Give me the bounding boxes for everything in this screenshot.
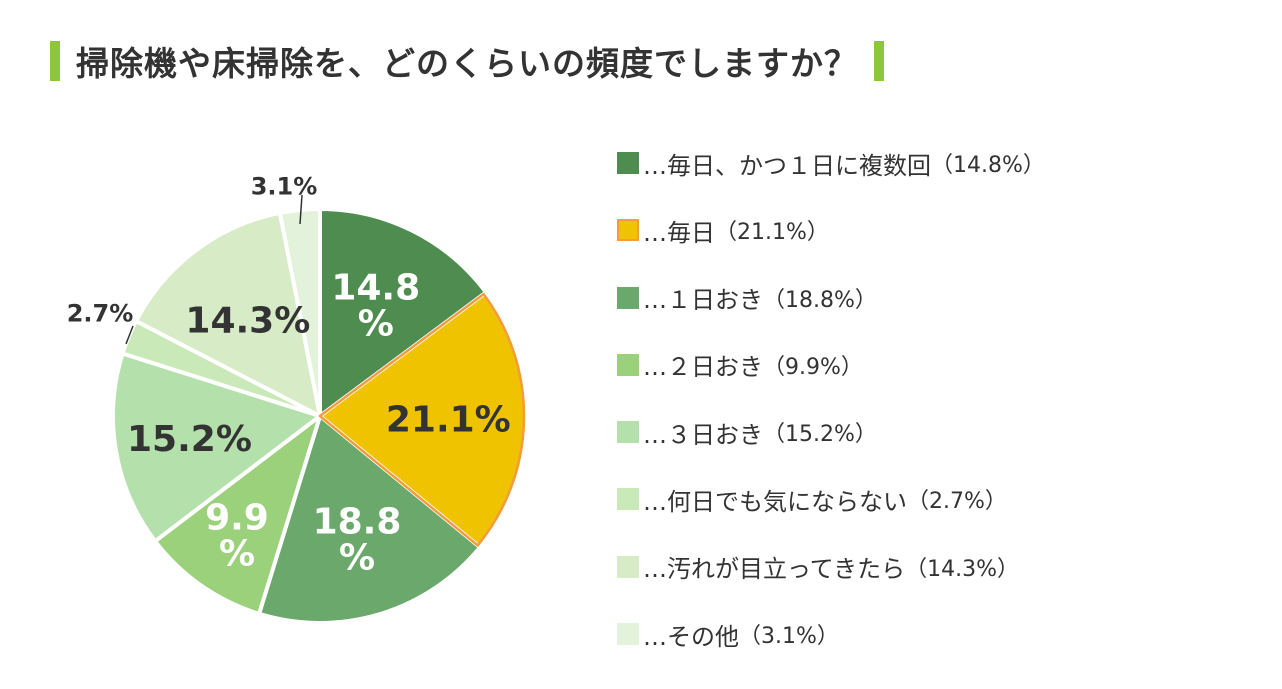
- pie-slice: [318, 207, 489, 418]
- legend-swatch: [617, 421, 639, 444]
- legend-percentage: （21.1%）: [715, 220, 829, 246]
- pie-slice: [318, 290, 529, 550]
- legend-percentage: （18.8%）: [763, 287, 877, 313]
- legend-item: …２日おき （9.9%）: [617, 345, 1257, 385]
- legend-item: …毎日、かつ１日に複数回 （14.8%）: [617, 143, 1257, 183]
- legend-item: …１日おき （18.8%）: [617, 278, 1257, 318]
- legend-percentage: （2.7%）: [907, 489, 1007, 515]
- legend-percentage: （15.2%）: [763, 422, 877, 448]
- legend-item: …何日でも気にならない （2.7%）: [617, 479, 1257, 519]
- legend-swatch: [617, 555, 639, 578]
- legend-swatch: [617, 152, 639, 174]
- legend-label: …３日おき: [643, 420, 763, 449]
- pie-slice: [277, 207, 322, 418]
- leader-line: [125, 325, 134, 345]
- slice-data-label: 14.3%: [185, 301, 310, 342]
- legend-swatch: [617, 219, 639, 242]
- slice-data-label: 3.1%: [251, 172, 318, 200]
- legend-swatch: [617, 488, 639, 511]
- pie-slice: [153, 414, 322, 616]
- legend-swatch: [617, 623, 639, 646]
- legend-percentage: （3.1%）: [739, 624, 839, 650]
- legend-swatch: [617, 286, 639, 309]
- legend-item: …汚れが目立ってきたら （14.3%）: [617, 547, 1257, 587]
- pie-slice: [134, 210, 322, 418]
- chart-title: 掃除機や床掃除を、どのくらいの頻度でしますか？: [76, 44, 858, 83]
- title-right-bar: [874, 41, 884, 81]
- slice-data-label: 2.7%: [67, 299, 134, 327]
- legend-label: …毎日: [643, 218, 715, 247]
- legend-label: …何日でも気にならない: [643, 487, 907, 516]
- legend-label: …汚れが目立ってきたら: [643, 555, 906, 584]
- slice-data-label: 9.9%: [205, 497, 269, 574]
- slice-data-label: 14.8%: [331, 268, 420, 345]
- pie-slice-highlight-border: [318, 292, 526, 547]
- legend-percentage: （9.9%）: [763, 354, 863, 380]
- legend-percentage: （14.8%）: [931, 153, 1045, 178]
- chart-legend: …毎日、かつ１日に複数回 （14.8%） …毎日 （21.1%） …１日おき （18.8%…: [617, 143, 1257, 681]
- legend-swatch: [617, 353, 639, 376]
- title-left-bar: [50, 41, 60, 81]
- legend-label: …毎日、かつ１日に複数回: [643, 151, 931, 180]
- legend-label: …２日おき: [643, 353, 763, 382]
- legend-item: …３日おき （15.2%）: [617, 412, 1257, 452]
- slice-data-label: 15.2%: [127, 419, 252, 460]
- pie-slice: [257, 414, 483, 625]
- legend-item: …その他 （3.1%）: [617, 614, 1257, 654]
- chart-title-row: 掃除機や床掃除を、どのくらいの頻度でしますか？: [50, 38, 884, 84]
- legend-label: …１日おき: [643, 286, 763, 315]
- legend-item: …毎日 （21.1%）: [617, 210, 1257, 250]
- slice-data-label: 18.8%: [313, 501, 402, 578]
- slice-data-label: 21.1%: [386, 400, 511, 441]
- legend-label: …その他: [643, 622, 739, 651]
- legend-percentage: （14.3%）: [905, 556, 1019, 582]
- leader-line: [299, 194, 303, 225]
